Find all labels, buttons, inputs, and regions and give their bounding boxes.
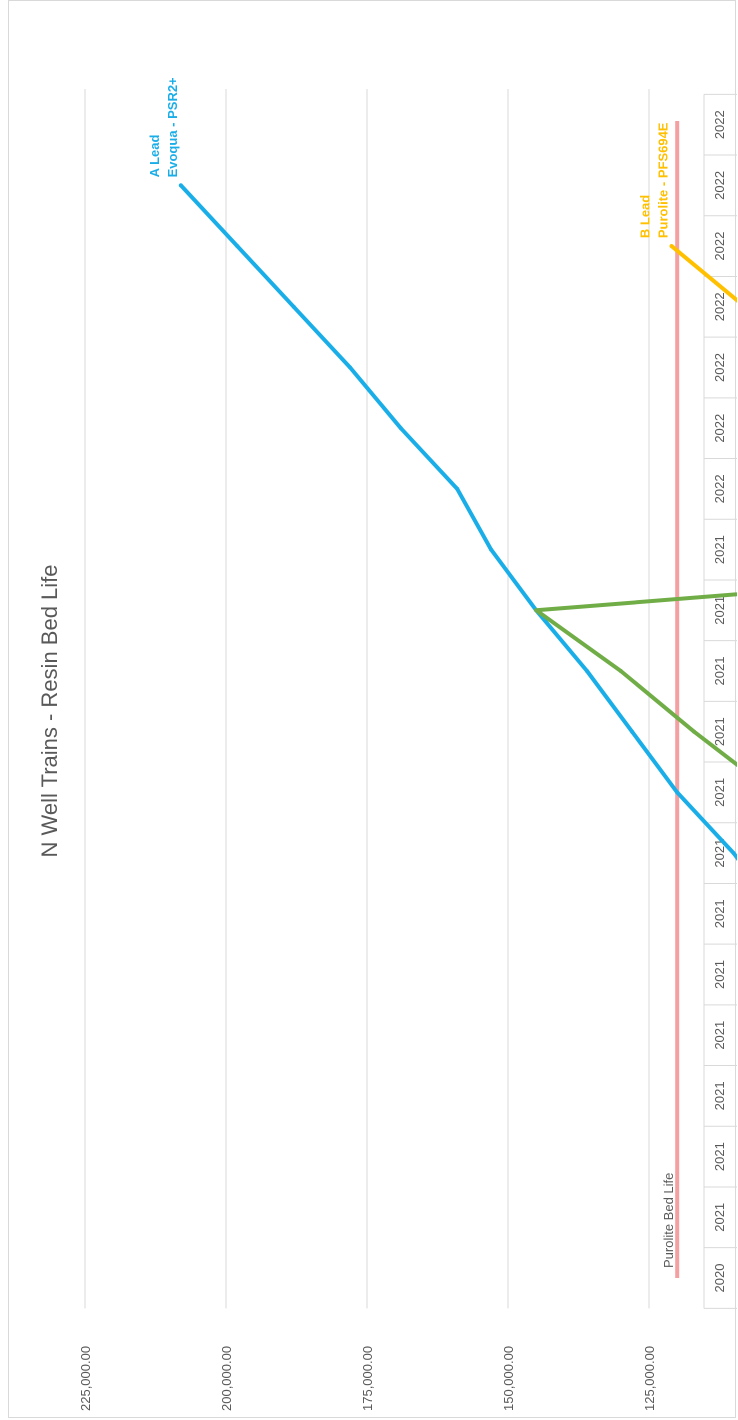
series-line [178, 183, 737, 862]
data-point [455, 486, 460, 491]
data-point [630, 729, 635, 734]
category-year-label: 2022 [712, 110, 727, 139]
data-point [534, 608, 539, 613]
y-tick-label: 175,000.00 [360, 1346, 375, 1411]
series-label: A Lead [147, 134, 162, 177]
category-year-label: 2022 [712, 171, 727, 200]
series-label: Evoqua - PSR2+ [165, 77, 180, 177]
category-year-label: 2022 [712, 414, 727, 443]
y-tick-label: 125,000.00 [642, 1346, 657, 1411]
category-year-label: 2021 [712, 1021, 727, 1050]
series-line [534, 592, 737, 768]
y-tick-label: 200,000.00 [219, 1346, 234, 1411]
data-point [348, 365, 353, 370]
data-point [618, 669, 623, 673]
data-point [291, 304, 296, 309]
category-year-label: 2022 [712, 292, 727, 321]
category-year-label: 2021 [712, 899, 727, 928]
category-year-label: 2022 [712, 353, 727, 382]
chart-title: N Well Trains - Resin Bed Life [37, 564, 62, 857]
category-year-label: 2021 [712, 596, 727, 625]
category-year-label: 2022 [712, 474, 727, 503]
category-year-label: 2021 [712, 778, 727, 807]
y-tick-label: 150,000.00 [501, 1346, 516, 1411]
category-year-label: 2021 [712, 839, 727, 868]
data-point [731, 851, 736, 856]
data-point [669, 244, 674, 249]
category-year-label: 2021 [712, 1142, 727, 1171]
category-year-label: 2021 [712, 717, 727, 746]
category-year-label: 2022 [712, 232, 727, 261]
category-year-label: 2021 [712, 535, 727, 564]
category-year-label: 2021 [712, 657, 727, 686]
data-point [489, 547, 494, 552]
data-point [178, 183, 183, 188]
category-year-label: 2021 [712, 960, 727, 989]
chart-svg: 0.0025,000.0050,000.0075,000.00100,000.0… [37, 77, 737, 1411]
data-point [398, 426, 403, 431]
series-label: Purolite - PFS694E [656, 122, 671, 238]
category-year-label: 2021 [712, 1081, 727, 1110]
reference-line-label: Purolite Bed Life [661, 1173, 676, 1268]
data-point [235, 244, 240, 249]
category-year-label: 2021 [712, 1203, 727, 1232]
data-point [584, 669, 589, 673]
series-label: B Lead [638, 195, 653, 238]
category-year-label: 2020 [712, 1264, 727, 1293]
data-point [692, 729, 697, 734]
y-tick-label: 225,000.00 [78, 1346, 93, 1411]
chart-frame: 0.0025,000.0050,000.0075,000.00100,000.0… [8, 0, 737, 1418]
data-point [675, 790, 680, 795]
